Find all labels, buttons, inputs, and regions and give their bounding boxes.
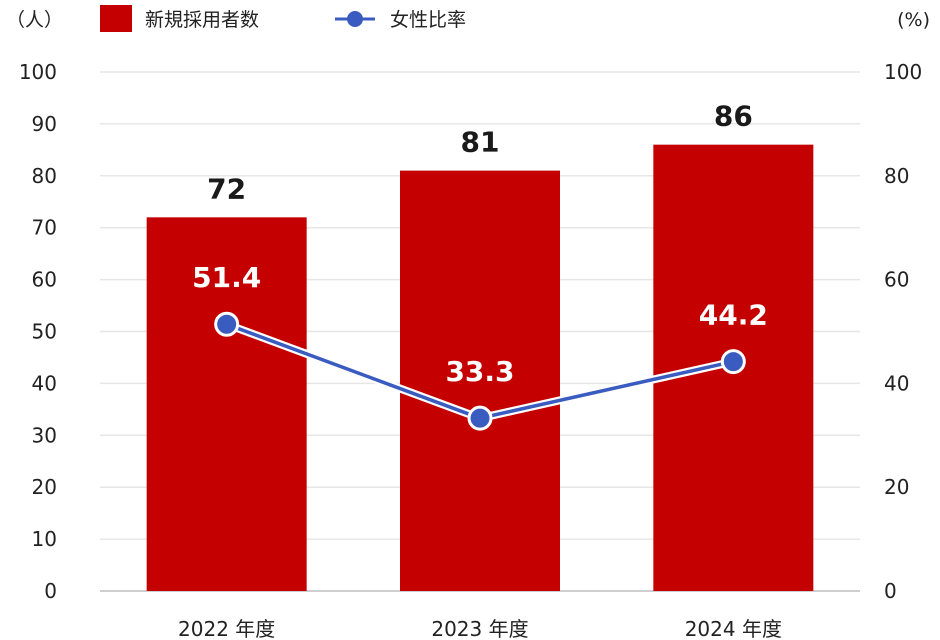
- left-tick-label: 20: [32, 475, 57, 499]
- data-labels: 72 81 86 51.4 33.3 44.2: [192, 100, 768, 389]
- category-label: 2024 年度: [685, 617, 782, 640]
- left-axis-unit: （人）: [6, 9, 63, 31]
- right-tick-label: 0: [884, 579, 897, 603]
- legend-bar-swatch: [100, 5, 132, 32]
- line-point: [214, 311, 240, 337]
- line-value-label: 44.2: [699, 299, 768, 332]
- category-label: 2022 年度: [178, 617, 275, 640]
- left-tick-label: 50: [32, 320, 57, 344]
- left-tick-label: 0: [44, 579, 57, 603]
- left-tick-label: 30: [32, 423, 57, 447]
- bar-value-label: 72: [207, 172, 246, 205]
- left-tick-label: 60: [32, 268, 57, 292]
- right-tick-label: 80: [884, 164, 909, 188]
- legend-line-marker: [347, 11, 363, 27]
- left-tick-label: 80: [32, 164, 57, 188]
- bar: [146, 217, 307, 591]
- legend: 新規採用者数 女性比率: [100, 5, 466, 32]
- left-tick-label: 90: [32, 112, 57, 136]
- right-tick-label: 20: [884, 475, 909, 499]
- bar-value-label: 81: [461, 126, 500, 159]
- left-tick-label: 100: [19, 60, 57, 84]
- left-tick-label: 70: [32, 216, 57, 240]
- bar: [400, 170, 560, 592]
- right-axis-unit: (%): [897, 9, 930, 31]
- bar-value-label: 86: [714, 100, 753, 133]
- legend-bar-label: 新規採用者数: [145, 9, 259, 31]
- line-point: [720, 349, 746, 375]
- right-tick-label: 40: [884, 371, 909, 395]
- category-label: 2023 年度: [431, 617, 528, 640]
- left-tick-label: 40: [32, 371, 57, 395]
- line-value-label: 51.4: [192, 261, 261, 294]
- axes: （人） (%) 0 10 20 30 40 50 60 70 80 90 100 0 20 40 60 80 1…: [6, 9, 930, 640]
- line-value-label: 33.3: [445, 355, 514, 388]
- right-tick-label: 100: [884, 60, 922, 84]
- bars: [146, 144, 814, 592]
- legend-line-label: 女性比率: [390, 9, 466, 31]
- left-tick-label: 10: [32, 527, 57, 551]
- right-tick-label: 60: [884, 268, 909, 292]
- line-series: [214, 311, 746, 431]
- line-point: [467, 405, 493, 431]
